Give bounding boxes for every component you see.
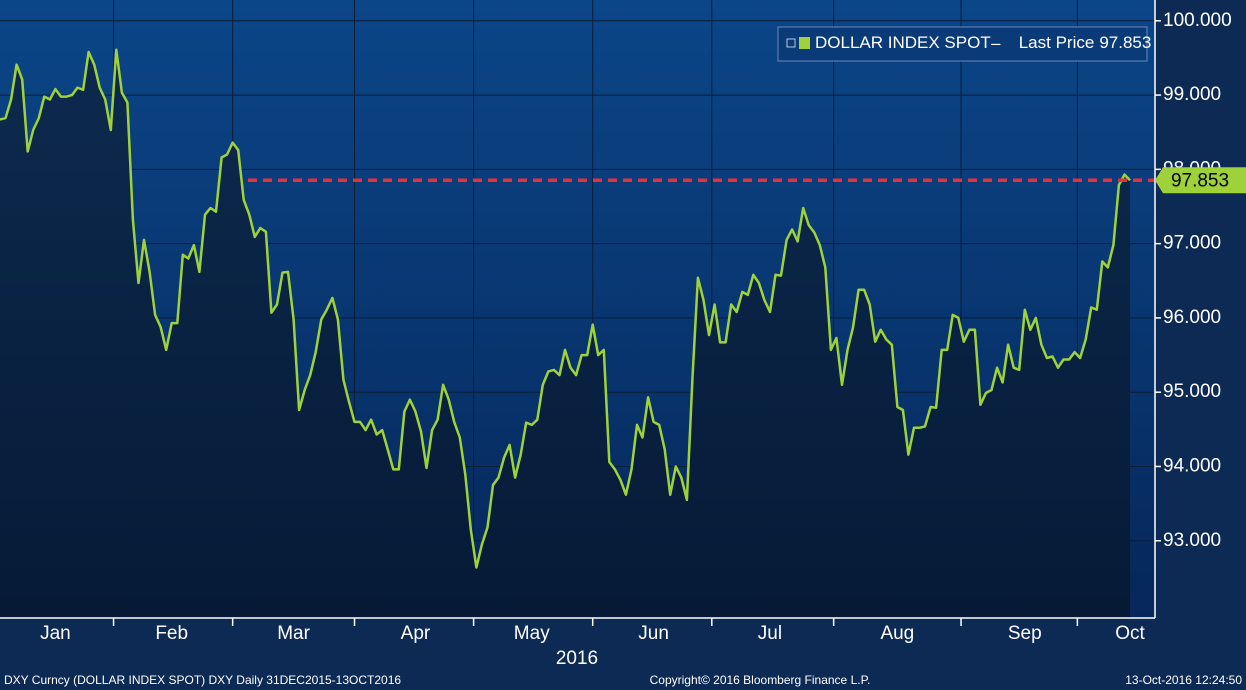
line bbox=[0, 48, 1131, 569]
footer-left: DXY Curncy (DOLLAR INDEX SPOT) DXY Daily… bbox=[4, 673, 401, 687]
y-tick-label: 99.000 bbox=[1163, 84, 1221, 105]
x-tick-label: Aug bbox=[880, 623, 914, 644]
y-tick-label: 97.000 bbox=[1163, 233, 1221, 254]
legend-series-name: DOLLAR INDEX SPOT bbox=[815, 33, 991, 52]
y-tick-label: 93.000 bbox=[1163, 530, 1221, 551]
y-tick-label: 96.000 bbox=[1163, 307, 1221, 328]
x-tick-label: May bbox=[514, 623, 550, 644]
x-tick-label: Oct bbox=[1115, 623, 1145, 644]
legend-box bbox=[777, 26, 1148, 62]
last-price-label: 97.853 bbox=[1171, 170, 1229, 191]
y-tick-label: 95.000 bbox=[1163, 381, 1221, 402]
x-tick-label: Jan bbox=[40, 623, 71, 644]
y-tick-label: 100.000 bbox=[1163, 10, 1232, 31]
legend: DOLLAR INDEX SPOT Last Price 97.853 – bbox=[777, 26, 1151, 62]
x-tick-label: Feb bbox=[155, 623, 188, 644]
x-tick-label: Jun bbox=[638, 623, 669, 644]
y-tick-label: 94.000 bbox=[1163, 455, 1221, 476]
x-tick-label: Mar bbox=[277, 623, 310, 644]
legend-price-label: Last Price bbox=[1019, 33, 1095, 52]
legend-dash: – bbox=[991, 33, 1001, 52]
legend-text: DOLLAR INDEX SPOT Last Price 97.853 bbox=[815, 33, 1151, 52]
x-tick-label: Sep bbox=[1008, 623, 1042, 644]
last-price-tag bbox=[1155, 167, 1246, 194]
x-tick-label: Jul bbox=[758, 623, 782, 644]
legend-price-value: 97.853 bbox=[1099, 33, 1151, 52]
x-axis-label: 2016 bbox=[556, 648, 598, 669]
legend-swatch bbox=[799, 37, 810, 49]
footer-center: Copyright© 2016 Bloomberg Finance L.P. bbox=[650, 673, 871, 687]
x-tick-label: Apr bbox=[401, 623, 431, 644]
legend-toggle bbox=[786, 38, 796, 48]
area bbox=[0, 49, 1130, 619]
footer-right: 13-Oct-2016 12:24:50 bbox=[1125, 673, 1242, 687]
